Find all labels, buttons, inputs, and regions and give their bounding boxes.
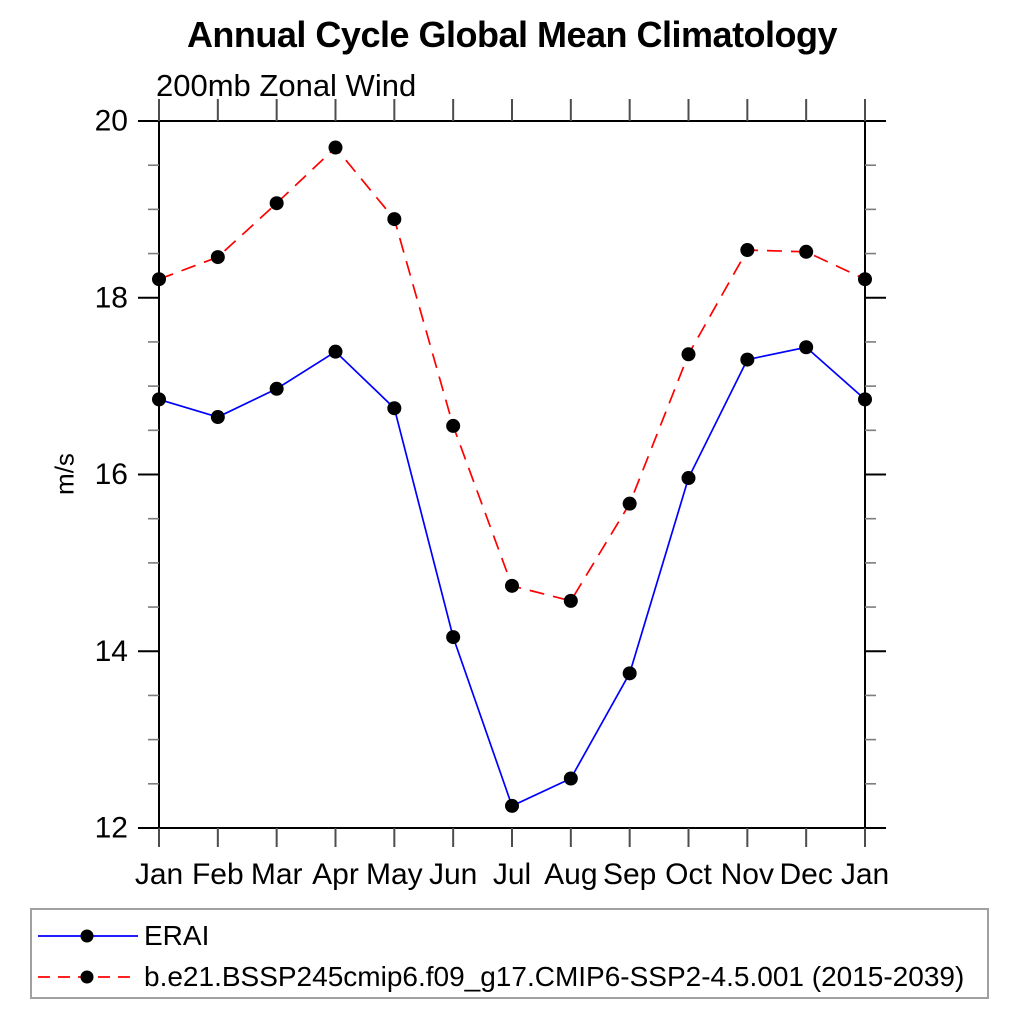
series-marker-0 (563, 771, 578, 786)
legend-item-0: ERAI (37, 919, 209, 953)
series-marker-1 (799, 244, 814, 259)
series-marker-1 (328, 140, 343, 155)
y-tick-label: 18 (95, 281, 128, 314)
y-tick-label: 12 (95, 812, 128, 845)
series-marker-0 (505, 798, 519, 813)
series-marker-0 (387, 401, 402, 416)
series-marker-0 (858, 392, 872, 407)
series-marker-1 (622, 496, 637, 511)
x-tick-label: Sep (603, 858, 656, 891)
series-marker-1 (563, 593, 578, 608)
legend-label-1: b.e21.BSSP245cmip6.f09_g17.CMIP6-SSP2-4.… (144, 961, 965, 992)
series-marker-0 (740, 352, 755, 367)
series-marker-1 (505, 578, 519, 593)
x-tick-label: Jan (841, 858, 889, 891)
chart-title: Annual Cycle Global Mean Climatology (186, 14, 838, 55)
series-marker-0 (446, 630, 461, 645)
x-tick-label: Mar (251, 858, 303, 891)
series-marker-0 (152, 392, 166, 407)
x-tick-label: Oct (665, 858, 712, 891)
series-marker-1 (210, 250, 225, 265)
x-tick-label: Jan (135, 858, 183, 891)
series-marker-0 (622, 666, 637, 681)
x-tick-label: Jul (493, 858, 531, 891)
legend-line-sample-0 (38, 929, 138, 943)
series-marker-1 (858, 272, 872, 287)
x-tick-label: Aug (544, 858, 597, 891)
y-tick-label: 16 (95, 458, 128, 491)
series-line-1 (158, 146, 866, 602)
series-marker-0 (681, 471, 696, 486)
series-marker-1 (681, 347, 696, 362)
series-marker-1 (387, 212, 402, 227)
series-marker-1 (152, 272, 166, 287)
legend-item-1: b.e21.BSSP245cmip6.f09_g17.CMIP6-SSP2-4.… (37, 960, 964, 994)
series-marker-1 (269, 196, 284, 211)
legend-marker-icon (80, 929, 94, 943)
series-line-0 (158, 346, 866, 808)
x-tick-label: May (366, 858, 423, 891)
x-tick-label: Dec (779, 858, 832, 891)
y-tick-label: 14 (95, 635, 128, 668)
x-tick-label: Jun (429, 858, 477, 891)
legend-marker-icon (80, 970, 94, 984)
plot-area: 12 14 16 18 20 Jan Feb Mar Apr May Jun Jul Aug Sep Oct… (95, 99, 889, 891)
series-marker-1 (446, 418, 461, 433)
series-marker-0 (328, 344, 343, 359)
series-marker-1 (740, 243, 755, 258)
x-tick-label: Apr (312, 858, 359, 891)
series-marker-0 (269, 381, 284, 396)
legend-label-0: ERAI (144, 920, 210, 951)
y-tick-label: 20 (95, 105, 128, 138)
legend-line-sample-1 (38, 970, 138, 984)
legend: ERAI b.e21.BSSP245cmip6.f09_g17.CMIP6-SSP… (30, 908, 989, 999)
x-tick-label: Nov (721, 858, 774, 891)
series-marker-0 (799, 340, 814, 355)
chart-subtitle: 200mb Zonal Wind (156, 68, 417, 103)
series-marker-0 (210, 410, 225, 425)
x-tick-label: Feb (192, 858, 244, 891)
